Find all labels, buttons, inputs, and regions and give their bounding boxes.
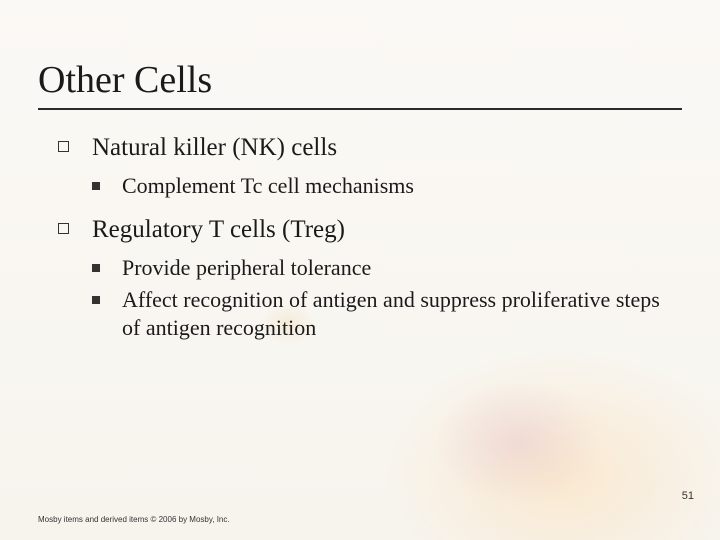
slide: Other Cells Natural killer (NK) cells Co… <box>0 0 720 540</box>
hollow-square-icon <box>58 214 92 246</box>
hollow-square-icon <box>58 132 92 164</box>
solid-square-icon <box>92 286 122 342</box>
bullet-l1: Natural killer (NK) cells <box>58 132 672 164</box>
slide-body: Natural killer (NK) cells Complement Tc … <box>0 110 720 343</box>
sub-list: Provide peripheral tolerance Affect reco… <box>58 254 672 342</box>
bullet-l2-text: Affect recognition of antigen and suppre… <box>122 286 672 342</box>
bullet-l1-text: Regulatory T cells (Treg) <box>92 214 672 246</box>
sub-list: Complement Tc cell mechanisms <box>58 172 672 200</box>
copyright-line: Mosby items and derived items © 2006 by … <box>38 515 230 524</box>
solid-square-icon <box>92 254 122 282</box>
bullet-l1-text: Natural killer (NK) cells <box>92 132 672 164</box>
bullet-l2: Affect recognition of antigen and suppre… <box>92 286 672 342</box>
bullet-l2-text: Provide peripheral tolerance <box>122 254 672 282</box>
bullet-l1: Regulatory T cells (Treg) <box>58 214 672 246</box>
slide-title: Other Cells <box>0 0 720 106</box>
page-number: 51 <box>682 490 694 502</box>
bullet-l2: Complement Tc cell mechanisms <box>92 172 672 200</box>
bullet-l2: Provide peripheral tolerance <box>92 254 672 282</box>
bullet-l2-text: Complement Tc cell mechanisms <box>122 172 672 200</box>
solid-square-icon <box>92 172 122 200</box>
